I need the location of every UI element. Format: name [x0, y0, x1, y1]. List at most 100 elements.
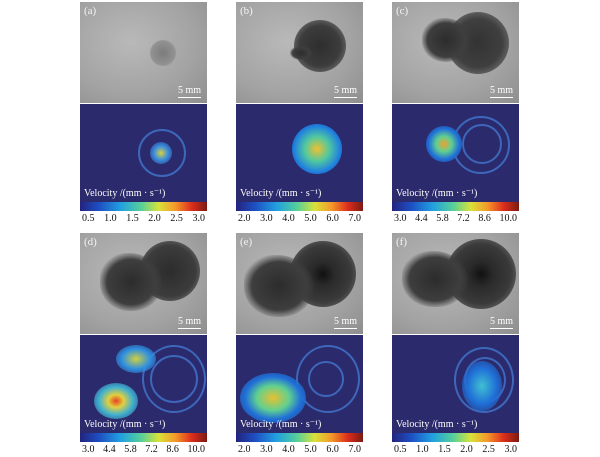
velocity-hotspot [292, 124, 342, 174]
colorbar-tick: 4.0 [282, 444, 295, 455]
scale-bar: 5 mm [333, 84, 357, 98]
colorbar-label: Velocity /(mm · s⁻¹) [240, 188, 322, 199]
photo-d: (d) 5 mm [80, 233, 207, 334]
colorbar-ticks: 2.0 3.0 4.0 5.0 6.0 7.0 [238, 213, 361, 224]
colorbar-tick: 0.5 [394, 444, 407, 455]
colorbar-tick: 3.0 [394, 213, 407, 224]
colorbar-label: Velocity /(mm · s⁻¹) [84, 188, 166, 199]
colorbar-tick: 3.0 [260, 213, 273, 224]
colorbar-tick: 1.5 [438, 444, 451, 455]
scale-bar: 5 mm [489, 315, 513, 329]
colorbar-ticks: 0.5 1.0 1.5 2.0 2.5 3.0 [394, 444, 517, 455]
colorbar-ticks: 3.0 4.4 5.8 7.2 8.6 10.0 [394, 213, 517, 224]
colorbar-tick: 3.0 [260, 444, 273, 455]
colorbar-tick: 8.6 [166, 444, 179, 455]
velocity-ring [454, 347, 514, 413]
colorbar [80, 433, 207, 442]
colorbar-tick: 10.0 [187, 444, 205, 455]
colorbar-label: Velocity /(mm · s⁻¹) [240, 419, 322, 430]
velocity-map-d: Velocity /(mm · s⁻¹) [80, 335, 207, 433]
photo-c: (c) 5 mm [392, 2, 519, 103]
velocity-map-e: Velocity /(mm · s⁻¹) [236, 335, 363, 433]
colorbar-tick: 0.5 [82, 213, 95, 224]
colorbar-tick: 5.0 [304, 444, 317, 455]
panel-label: (a) [84, 5, 97, 17]
panel-a: (a) 5 mm Velocity /(mm · s⁻¹) 0.5 1.0 1.5 2.0 2… [80, 2, 207, 226]
colorbar-tick: 3.0 [504, 444, 517, 455]
panel-e: (e) 5 mm Velocity /(mm · s⁻¹) 2.0 3.0 4.0 5.0 6… [236, 233, 363, 457]
plume [402, 251, 468, 307]
plume [422, 18, 470, 62]
colorbar-tick: 6.0 [326, 213, 339, 224]
colorbar-label: Velocity /(mm · s⁻¹) [396, 188, 478, 199]
scale-bar-label: 5 mm [177, 84, 201, 96]
panel-b: (b) 5 mm Velocity /(mm · s⁻¹) 2.0 3.0 4.0 5.0 6… [236, 2, 363, 226]
panel-label: (f) [396, 236, 407, 248]
scale-bar: 5 mm [333, 315, 357, 329]
colorbar [80, 202, 207, 211]
colorbar-tick: 2.0 [238, 444, 251, 455]
scale-bar: 5 mm [177, 84, 201, 98]
panel-label: (b) [240, 5, 253, 17]
velocity-map-b: Velocity /(mm · s⁻¹) [236, 104, 363, 202]
colorbar-tick: 5.8 [436, 213, 449, 224]
colorbar [236, 433, 363, 442]
velocity-ring [138, 129, 186, 177]
photo-b: (b) 5 mm [236, 2, 363, 103]
plume [244, 255, 314, 317]
colorbar-ticks: 3.0 4.4 5.8 7.2 8.6 10.0 [82, 444, 205, 455]
velocity-ring [296, 345, 360, 413]
colorbar-tick: 7.0 [348, 213, 361, 224]
panel-label: (d) [84, 236, 97, 248]
colorbar-tick: 2.5 [482, 444, 495, 455]
velocity-ring [142, 345, 206, 413]
colorbar-tick: 6.0 [326, 444, 339, 455]
colorbar [236, 202, 363, 211]
colorbar-tick: 8.6 [478, 213, 491, 224]
velocity-ring [462, 124, 502, 164]
colorbar-tick: 4.0 [282, 213, 295, 224]
colorbar-tick: 1.0 [104, 213, 117, 224]
colorbar-tick: 10.0 [499, 213, 517, 224]
scale-bar-label: 5 mm [489, 84, 513, 96]
plume [290, 46, 312, 60]
velocity-hotspot [150, 142, 172, 164]
colorbar-tick: 2.0 [238, 213, 251, 224]
scale-bar: 5 mm [489, 84, 513, 98]
colorbar-ticks: 0.5 1.0 1.5 2.0 2.5 3.0 [82, 213, 205, 224]
colorbar-tick: 4.4 [415, 213, 428, 224]
scale-bar-line [489, 327, 513, 329]
velocity-ring [150, 355, 198, 403]
plume [100, 253, 162, 311]
crater [150, 40, 176, 66]
colorbar-tick: 3.0 [82, 444, 95, 455]
panel-d: (d) 5 mm Velocity /(mm · s⁻¹) 3.0 4.4 5.8 7.2 8… [80, 233, 207, 457]
colorbar-tick: 3.0 [192, 213, 205, 224]
scale-bar-line [489, 96, 513, 98]
colorbar-tick: 7.2 [145, 444, 158, 455]
scale-bar-line [333, 327, 357, 329]
photo-e: (e) 5 mm [236, 233, 363, 334]
panel-label: (e) [240, 236, 253, 248]
scale-bar-line [177, 327, 201, 329]
colorbar-tick: 1.5 [126, 213, 139, 224]
colorbar [392, 202, 519, 211]
colorbar-tick: 1.0 [416, 444, 429, 455]
velocity-map-c: Velocity /(mm · s⁻¹) [392, 104, 519, 202]
colorbar-tick: 4.4 [103, 444, 116, 455]
colorbar-tick: 5.0 [304, 213, 317, 224]
panel-f: (f) 5 mm Velocity /(mm · s⁻¹) 0.5 1.0 1.5 2.0 2… [392, 233, 519, 457]
colorbar-tick: 2.5 [170, 213, 183, 224]
scale-bar-label: 5 mm [489, 315, 513, 327]
colorbar-ticks: 2.0 3.0 4.0 5.0 6.0 7.0 [238, 444, 361, 455]
velocity-hotspot [116, 345, 156, 373]
panel-c: (c) 5 mm Velocity /(mm · s⁻¹) 3.0 4.4 5.8 7.2 8… [392, 2, 519, 226]
colorbar [392, 433, 519, 442]
colorbar-tick: 7.0 [348, 444, 361, 455]
scale-bar-label: 5 mm [333, 315, 357, 327]
scale-bar-label: 5 mm [333, 84, 357, 96]
colorbar-tick: 2.0 [148, 213, 161, 224]
scale-bar-label: 5 mm [177, 315, 201, 327]
colorbar-label: Velocity /(mm · s⁻¹) [84, 419, 166, 430]
velocity-hotspot [462, 361, 502, 411]
